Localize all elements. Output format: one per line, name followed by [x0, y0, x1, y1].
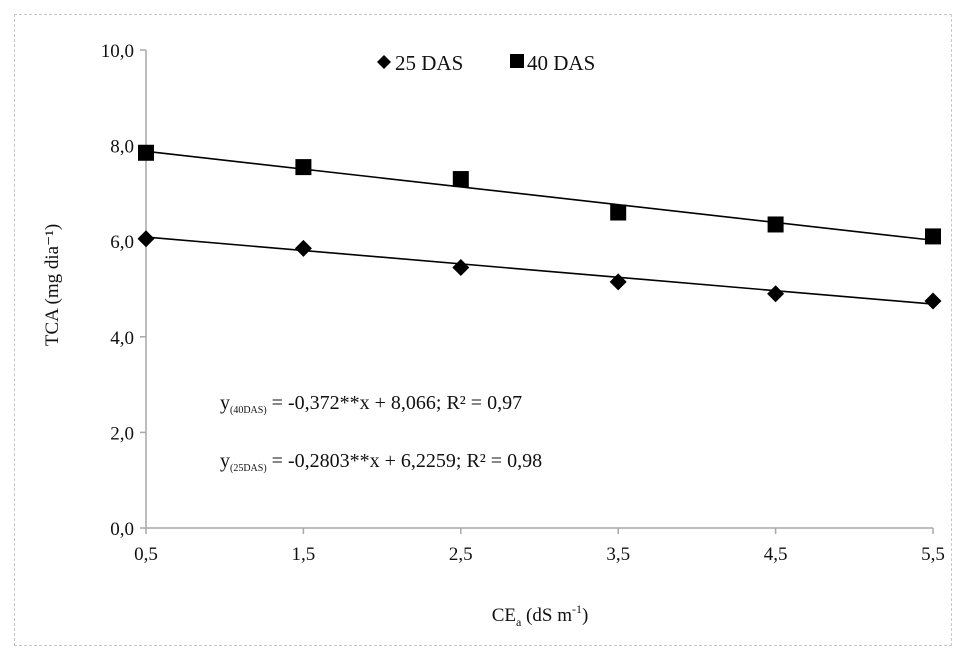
data-point-25das [767, 285, 785, 303]
data-point-25das [294, 239, 312, 257]
legend-square-marker [510, 54, 524, 68]
x-tick-label: 5,5 [921, 544, 945, 565]
trendlines [145, 150, 934, 305]
y-tick-labels: 0,0 2,0 4,0 6,0 8,0 10,0 [101, 41, 134, 540]
x-tick-label: 3,5 [606, 544, 630, 565]
y-tick-label: 0,0 [110, 519, 134, 540]
x-axis-label-main: CE [492, 605, 516, 626]
y-tick-label: 8,0 [110, 137, 134, 158]
x-tick-label: 0,5 [134, 544, 158, 565]
data-point-25das [137, 230, 155, 248]
data-point-25das [452, 258, 470, 276]
y-tick-label: 10,0 [101, 41, 134, 62]
x-axis-label: CEa (dS m-1) [492, 602, 589, 629]
legend-label-40das: 40 DAS [527, 51, 595, 75]
x-tick-label: 4,5 [764, 544, 788, 565]
x-tick-label: 1,5 [292, 544, 316, 565]
x-axis-label-end: ) [582, 605, 588, 626]
legend-diamond-marker [377, 55, 391, 69]
x-tick-label: 2,5 [449, 544, 473, 565]
y-tick-label: 2,0 [110, 423, 134, 444]
data-points [137, 144, 942, 310]
trendline-25-das [145, 236, 934, 305]
data-point-40das [925, 228, 941, 245]
data-point-40das [767, 216, 784, 233]
chart-frame [14, 14, 952, 646]
trendline-40-das [145, 150, 934, 242]
x-tick-labels: 0,5 1,5 2,5 3,5 4,5 5,5 [134, 544, 945, 565]
data-point-40das [295, 159, 312, 176]
data-point-40das [452, 171, 469, 188]
axes [140, 49, 934, 534]
y-tick-label: 4,0 [110, 328, 134, 349]
data-point-25das [609, 273, 627, 291]
data-point-40das [610, 204, 627, 221]
x-axis-label-rest: (dS m [521, 605, 572, 626]
y-axis-label: TCA (mg dia⁻¹) [42, 224, 63, 346]
equation-40das: y(40DAS) = -0,372**x + 8,066; R² = 0,97 [220, 392, 522, 416]
legend-label-25das: 25 DAS [395, 51, 463, 75]
x-axis-label-sup: -1 [572, 602, 582, 616]
y-tick-label: 6,0 [110, 232, 134, 253]
x-axis-label-sub: a [516, 615, 522, 629]
data-point-40das [138, 144, 154, 161]
legend: 25 DAS 40 DAS [377, 51, 595, 75]
data-point-25das [924, 292, 942, 310]
equation-25das: y(25DAS) = -0,2803**x + 6,2259; R² = 0,9… [220, 450, 542, 474]
